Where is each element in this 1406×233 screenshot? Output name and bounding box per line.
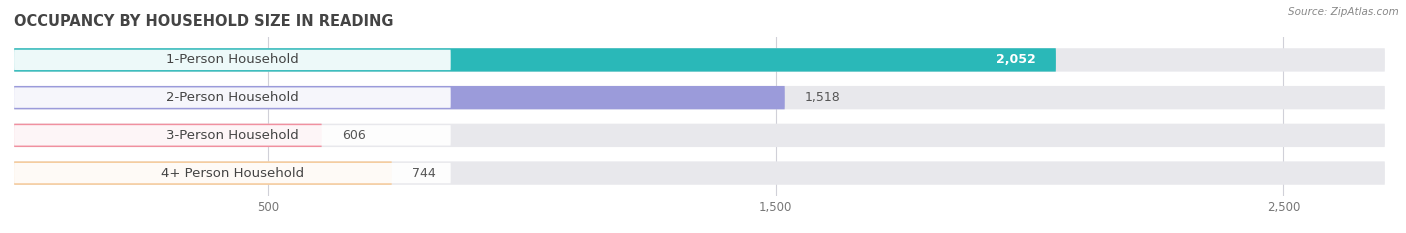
Text: 1,518: 1,518 bbox=[806, 91, 841, 104]
FancyBboxPatch shape bbox=[14, 48, 1385, 72]
Text: OCCUPANCY BY HOUSEHOLD SIZE IN READING: OCCUPANCY BY HOUSEHOLD SIZE IN READING bbox=[14, 14, 394, 29]
FancyBboxPatch shape bbox=[14, 124, 322, 147]
FancyBboxPatch shape bbox=[14, 163, 451, 183]
FancyBboxPatch shape bbox=[14, 86, 1385, 109]
Text: 1-Person Household: 1-Person Household bbox=[166, 53, 298, 66]
Text: Source: ZipAtlas.com: Source: ZipAtlas.com bbox=[1288, 7, 1399, 17]
Text: 2,052: 2,052 bbox=[995, 53, 1036, 66]
Text: 3-Person Household: 3-Person Household bbox=[166, 129, 298, 142]
FancyBboxPatch shape bbox=[14, 48, 1056, 72]
FancyBboxPatch shape bbox=[14, 161, 1385, 185]
FancyBboxPatch shape bbox=[14, 125, 451, 146]
FancyBboxPatch shape bbox=[14, 161, 392, 185]
FancyBboxPatch shape bbox=[14, 87, 451, 108]
Text: 744: 744 bbox=[412, 167, 436, 180]
Text: 4+ Person Household: 4+ Person Household bbox=[160, 167, 304, 180]
FancyBboxPatch shape bbox=[14, 86, 785, 109]
Text: 2-Person Household: 2-Person Household bbox=[166, 91, 298, 104]
FancyBboxPatch shape bbox=[14, 124, 1385, 147]
Text: 606: 606 bbox=[342, 129, 366, 142]
FancyBboxPatch shape bbox=[14, 50, 451, 70]
